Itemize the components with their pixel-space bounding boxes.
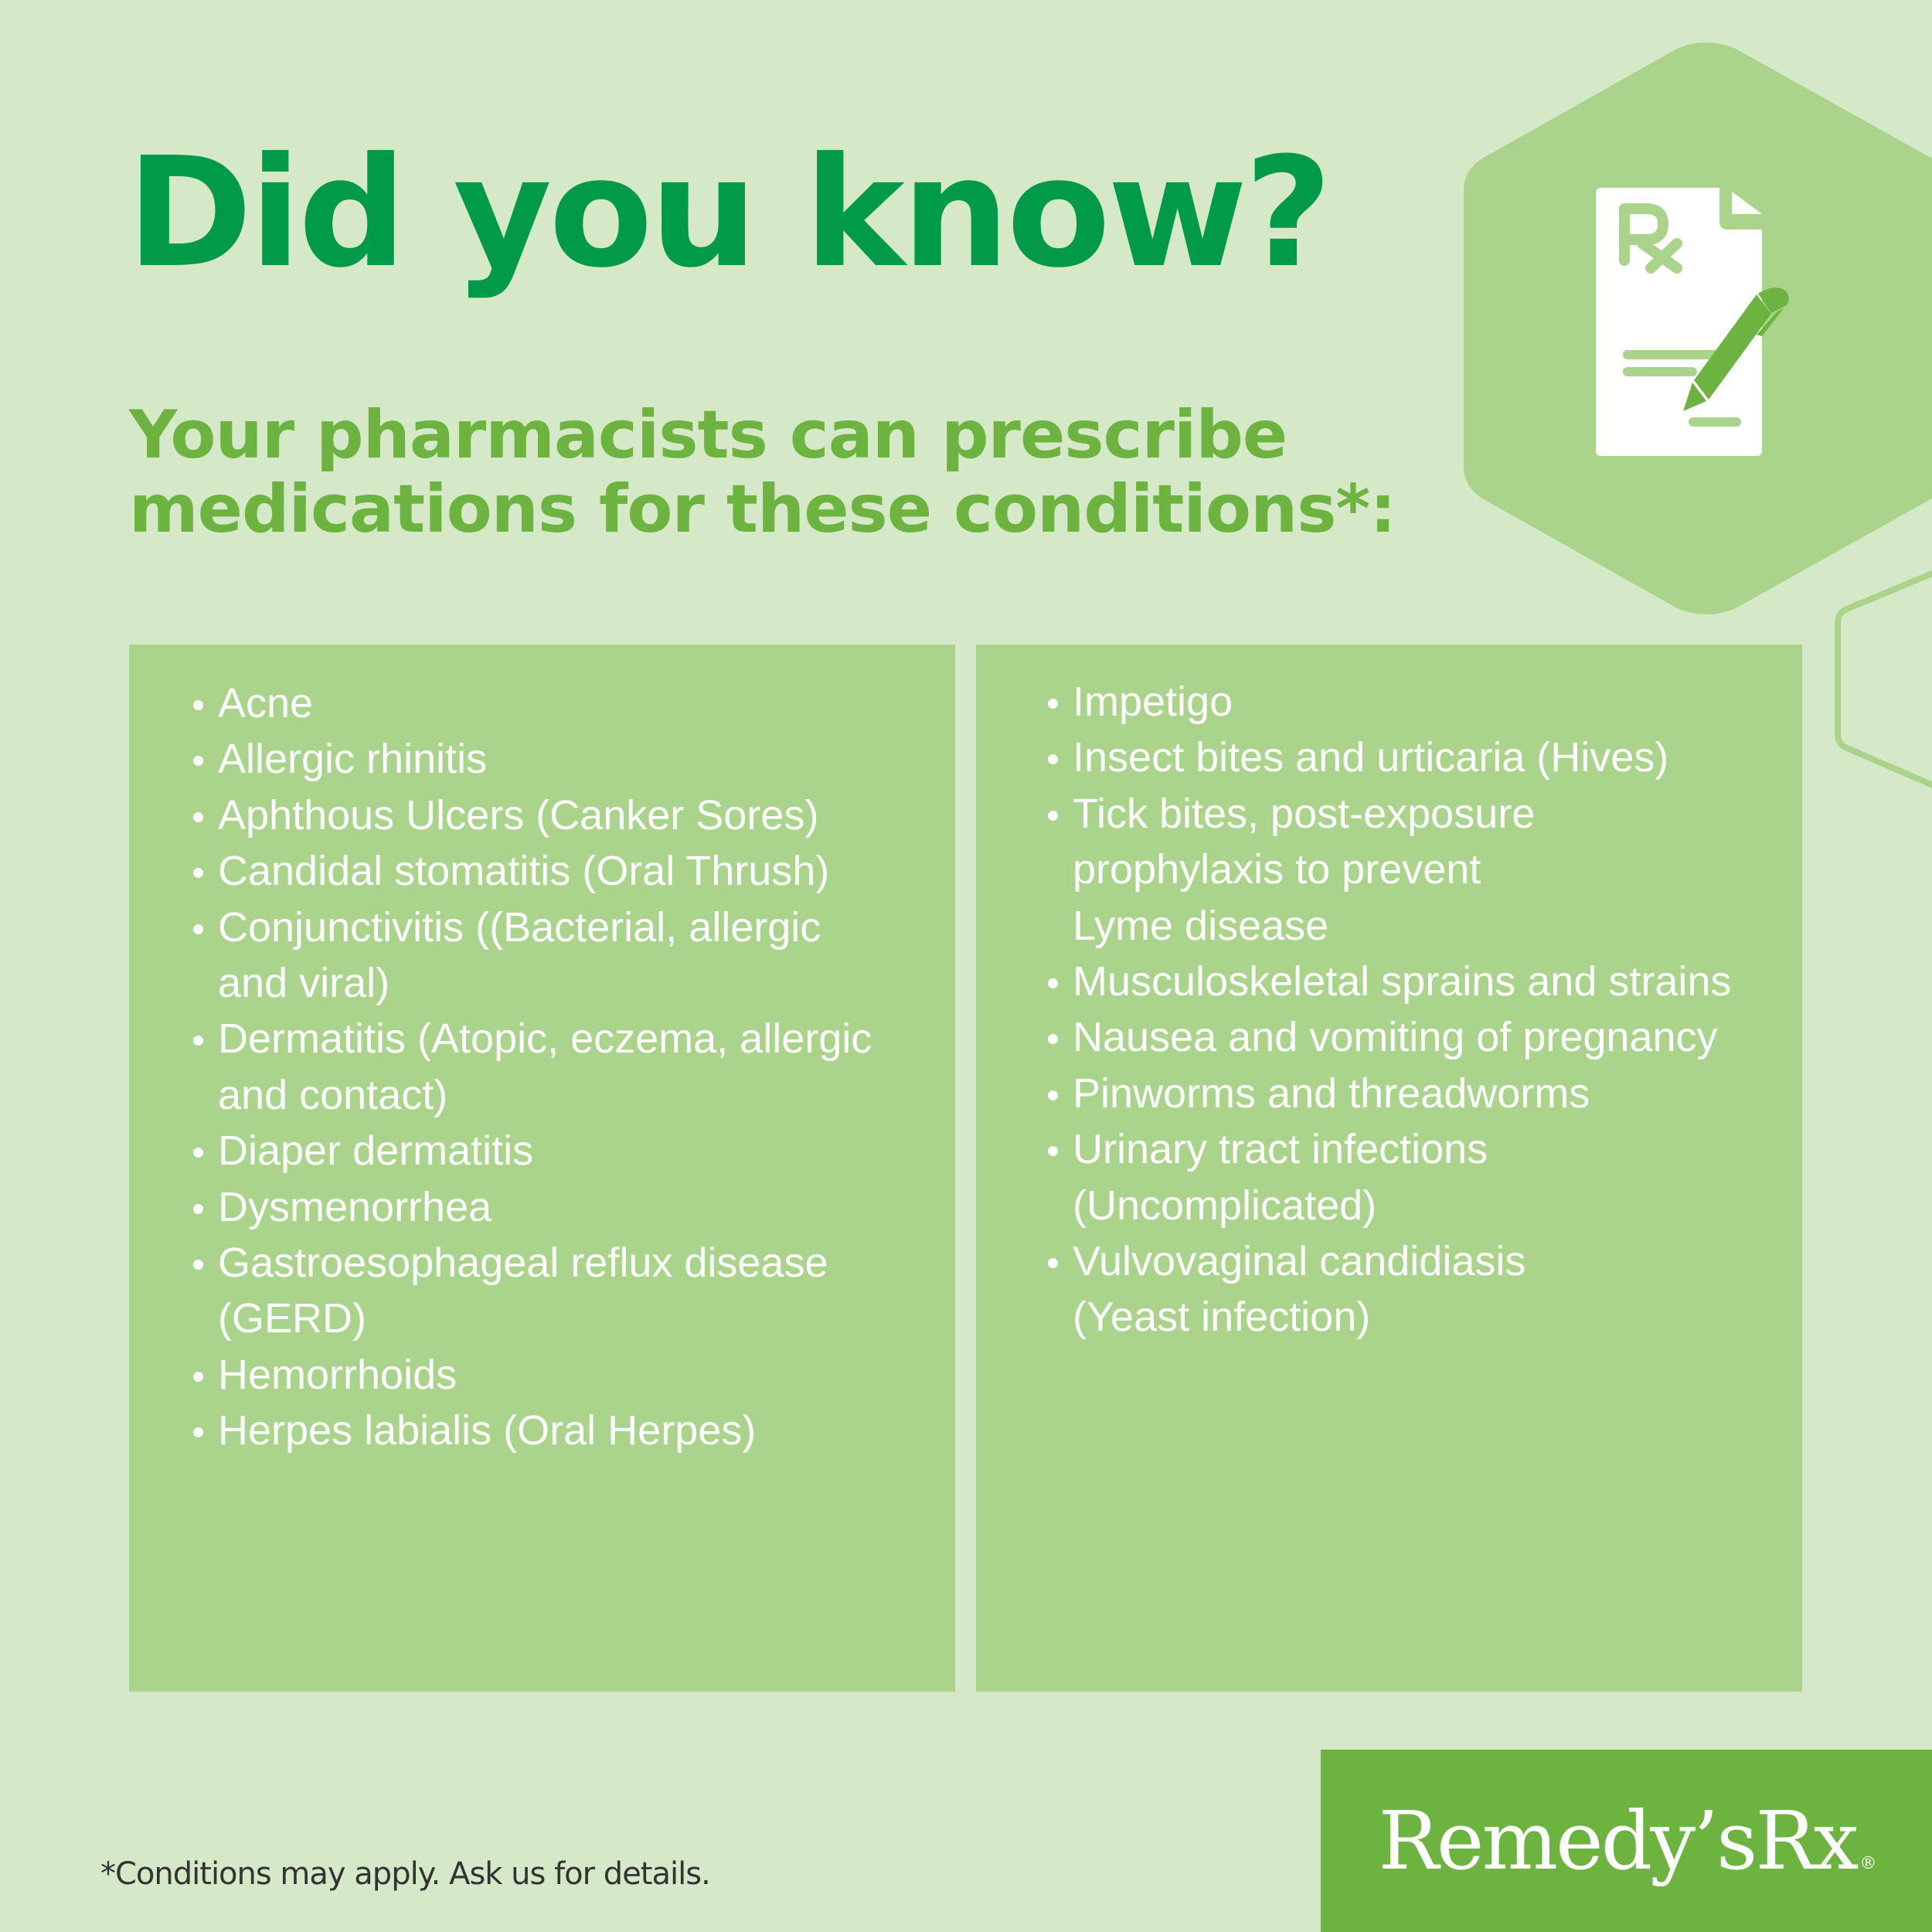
brand-logo-box: Remedy’sRx ® (1321, 1750, 1932, 1932)
brand-logo-text: Remedy’sRx (1378, 1794, 1859, 1888)
condition-item: Acne (193, 675, 949, 731)
condition-item: Diaper dermatitis (193, 1123, 949, 1179)
brand-logo: Remedy’sRx ® (1378, 1794, 1877, 1888)
condition-item: Gastroesophageal reflux disease (GERD) (193, 1235, 949, 1347)
condition-item: Dermatitis (Atopic, eczema, allergic and… (193, 1011, 949, 1123)
condition-item: Herpes labialis (Oral Herpes) (193, 1403, 949, 1458)
condition-item: Dysmenorrhea (193, 1179, 949, 1235)
prescription-hexagon (1464, 43, 1932, 614)
condition-item: Candidal stomatitis (Oral Thrush) (193, 843, 949, 899)
condition-item: Allergic rhinitis (193, 731, 949, 787)
conditions-list-right: Impetigo Insect bites and urticaria (Hive… (1048, 674, 1796, 1345)
registered-mark: ® (1859, 1854, 1876, 1873)
condition-item: Tick bites, post-exposure prophylaxis to… (1048, 786, 1796, 954)
condition-item: Musculoskeletal sprains and strains (1048, 954, 1796, 1009)
condition-item: Impetigo (1048, 674, 1796, 730)
conditions-panel-left: Acne Allergic rhinitis Aphthous Ulcers (Ca… (129, 645, 955, 1692)
decorative-hexagon-outline (1835, 570, 1932, 789)
condition-item: Aphthous Ulcers (Canker Sores) (193, 787, 949, 843)
rx-symbol-icon (1619, 203, 1682, 274)
conditions-list-left: Acne Allergic rhinitis Aphthous Ulcers (Ca… (193, 675, 949, 1459)
footnote: *Conditions may apply. Ask us for detail… (100, 1856, 711, 1892)
conditions-panel-right: Impetigo Insect bites and urticaria (Hive… (976, 645, 1802, 1692)
condition-item: Nausea and vomiting of pregnancy (1048, 1009, 1796, 1065)
condition-item: Conjunctivitis ((Bacterial, allergic and… (193, 900, 949, 1012)
condition-item: Urinary tract infections (Uncomplicated) (1048, 1121, 1796, 1233)
prescription-pen-icon (1596, 188, 1789, 456)
page-subtitle: Your pharmacists can prescribe medication… (129, 398, 1396, 546)
condition-item: Hemorrhoids (193, 1347, 949, 1403)
subtitle-line-1: Your pharmacists can prescribe (129, 396, 1287, 474)
condition-item: Vulvovaginal candidiasis (Yeast infectio… (1048, 1233, 1796, 1345)
page-title: Did you know? (127, 125, 1332, 301)
condition-item: Insect bites and urticaria (Hives) (1048, 730, 1796, 785)
subtitle-line-2: medications for these conditions*: (129, 471, 1396, 548)
condition-item: Pinworms and threadworms (1048, 1066, 1796, 1121)
